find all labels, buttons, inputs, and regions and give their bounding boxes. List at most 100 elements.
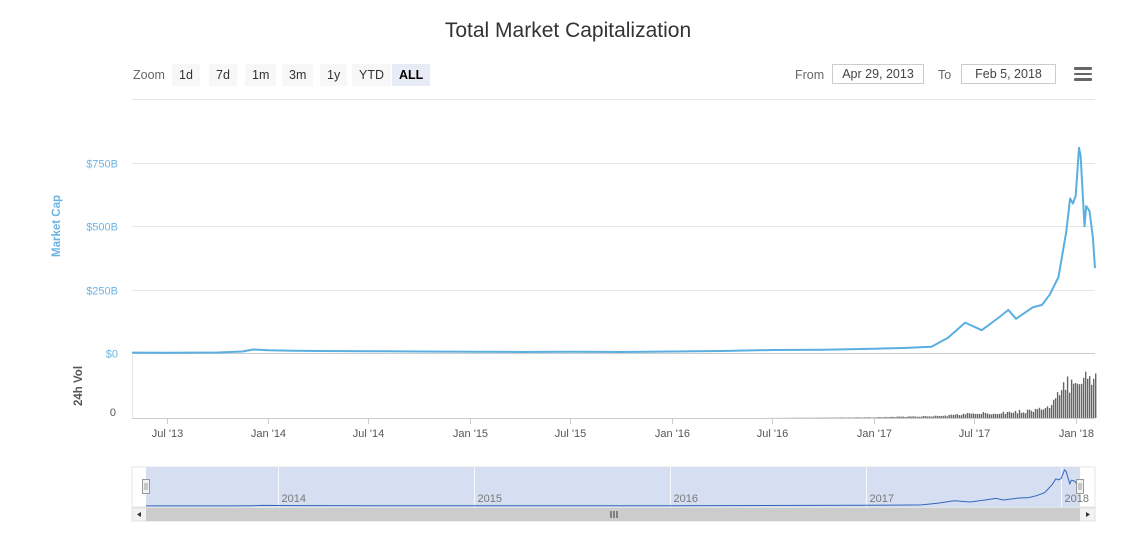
volume-bar bbox=[1054, 398, 1057, 418]
navigator-label: 2017 bbox=[870, 493, 894, 505]
volume-bar bbox=[1036, 409, 1039, 418]
volume-bar bbox=[1083, 377, 1085, 418]
volume-bar bbox=[906, 416, 908, 418]
volume-bar bbox=[956, 414, 958, 418]
scrollbar-thumb[interactable] bbox=[146, 508, 1080, 521]
navigator-right-handle[interactable] bbox=[1076, 479, 1084, 494]
volume-bar bbox=[1056, 392, 1059, 418]
volume-bar bbox=[980, 414, 982, 418]
volume-bar bbox=[1026, 409, 1029, 418]
volume-bar bbox=[1085, 371, 1087, 418]
volume-bar bbox=[1038, 407, 1041, 418]
volume-bar bbox=[872, 417, 874, 418]
volume-bar bbox=[1068, 392, 1071, 418]
volume-bar bbox=[920, 416, 922, 418]
zoom-7d-button[interactable]: 7d bbox=[209, 64, 237, 86]
volume-bar bbox=[918, 416, 920, 418]
zoom-1m-button[interactable]: 1m bbox=[245, 64, 277, 86]
volume-bar bbox=[958, 415, 960, 418]
navigator-label: 2015 bbox=[478, 493, 502, 505]
volume-bar bbox=[914, 416, 916, 418]
navigator-left-handle[interactable] bbox=[142, 479, 150, 494]
volume-bar bbox=[856, 417, 858, 418]
volume-bar bbox=[930, 416, 932, 418]
volume-bar bbox=[1050, 405, 1053, 418]
volume-bar bbox=[1040, 409, 1043, 418]
volume-bar bbox=[1010, 412, 1013, 418]
chart-title: Total Market Capitalization bbox=[444, 19, 692, 42]
volume-bar bbox=[916, 416, 918, 418]
x-tick-label: Jan '16 bbox=[655, 428, 690, 440]
x-tick-label: Jul '13 bbox=[152, 428, 183, 440]
zoom-1y-button[interactable]: 1y bbox=[320, 64, 348, 86]
y-axis-title: Market Cap bbox=[51, 195, 63, 257]
volume-bar bbox=[874, 417, 876, 418]
x-tick-label: Jan '18 bbox=[1059, 428, 1094, 440]
volume-bar bbox=[1006, 412, 1009, 418]
volume-bar bbox=[894, 417, 896, 418]
volume-bar bbox=[1076, 383, 1079, 418]
zoom-all-button[interactable]: ALL bbox=[392, 64, 431, 86]
volume-bar bbox=[1022, 412, 1025, 418]
volume-bar bbox=[932, 416, 934, 418]
volume-bar bbox=[1016, 413, 1019, 418]
navigator[interactable]: 2014 2015 2016 2017 2018 bbox=[131, 466, 1096, 508]
volume-bar bbox=[1064, 389, 1067, 418]
volume-bar bbox=[1014, 410, 1017, 418]
volume-bar bbox=[902, 416, 904, 418]
volume-bar bbox=[1046, 406, 1049, 418]
volume-bar bbox=[880, 417, 882, 418]
scroll-right-arrow-icon[interactable] bbox=[1086, 512, 1090, 517]
volume-bar bbox=[882, 417, 884, 418]
scrollbar[interactable] bbox=[131, 507, 1096, 522]
zoom-1d-button[interactable]: 1d bbox=[172, 64, 200, 86]
volume-bar bbox=[974, 414, 976, 418]
volume-bar bbox=[892, 416, 894, 418]
zoom-3m-button[interactable]: 3m bbox=[282, 64, 314, 86]
volume-bar bbox=[862, 417, 864, 418]
to-date-input[interactable] bbox=[961, 64, 1056, 84]
volume-bar bbox=[842, 417, 844, 418]
volume-bar bbox=[960, 415, 962, 418]
volume-bar bbox=[948, 414, 950, 418]
volume-bar bbox=[942, 415, 944, 418]
volume-bar bbox=[898, 416, 900, 418]
volume-bar bbox=[1095, 373, 1097, 418]
volume-bar bbox=[1074, 383, 1077, 418]
volume-bar bbox=[982, 412, 984, 418]
volume-bar bbox=[1070, 379, 1073, 418]
volume-bar bbox=[978, 413, 980, 418]
from-date-input[interactable] bbox=[832, 64, 924, 84]
volume-bar bbox=[1093, 378, 1095, 418]
scroll-left-arrow-icon[interactable] bbox=[137, 512, 141, 517]
volume-bar bbox=[976, 413, 978, 418]
chart-menu-button[interactable] bbox=[1074, 67, 1092, 83]
volume-bar bbox=[886, 417, 888, 418]
volume-bar bbox=[1002, 411, 1005, 418]
volume-bar bbox=[936, 415, 938, 418]
volume-bar bbox=[922, 416, 924, 418]
navigator-label: 2018 bbox=[1065, 493, 1089, 505]
zoom-ytd-button[interactable]: YTD bbox=[352, 64, 391, 86]
volume-bar bbox=[840, 417, 842, 418]
volume-bar bbox=[908, 416, 910, 418]
volume-bar bbox=[858, 417, 860, 418]
y-tick-label: $750B bbox=[86, 159, 118, 171]
volume-bar bbox=[972, 413, 974, 418]
volume-bar bbox=[884, 416, 886, 418]
volume-bar bbox=[1062, 382, 1065, 418]
volume-bar bbox=[928, 416, 930, 418]
x-tick-label: Jul '17 bbox=[959, 428, 990, 440]
x-tick-label: Jul '16 bbox=[757, 428, 788, 440]
volume-bar bbox=[868, 417, 870, 418]
volume-bar bbox=[1060, 390, 1063, 418]
navigator-selection[interactable] bbox=[146, 467, 1080, 507]
volume-bar bbox=[876, 417, 878, 418]
volume-bar bbox=[854, 417, 856, 418]
volume-bar bbox=[904, 417, 906, 418]
volume-bar bbox=[852, 417, 854, 418]
volume-bar bbox=[946, 416, 948, 418]
navigator-label: 2016 bbox=[674, 493, 698, 505]
x-tick-label: Jan '17 bbox=[857, 428, 892, 440]
